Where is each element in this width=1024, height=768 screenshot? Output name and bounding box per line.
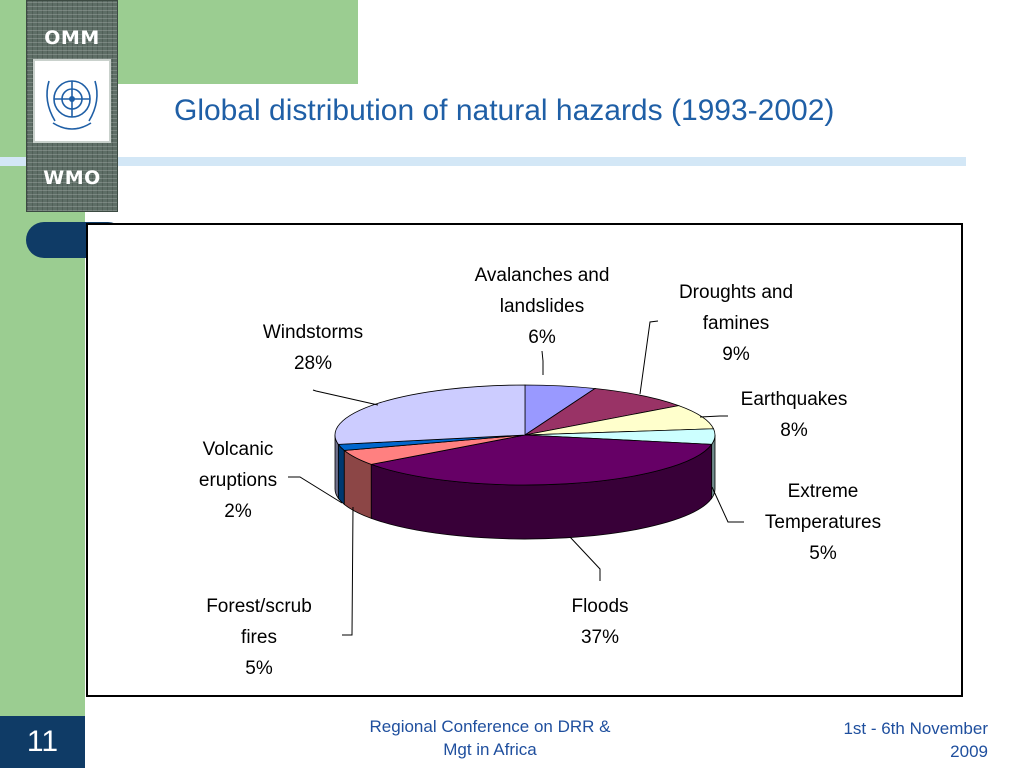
data-label-value: 6% [528,327,556,348]
slide-number: 11 [0,716,85,768]
logo-wmo-text: WMO [43,167,101,189]
data-label-text: fires [241,627,277,648]
data-label-forest-scrub-fires: Forest/scrub fires 5% [206,596,312,679]
leader-line-droughts-and-famines [639,320,659,395]
footer-conference-line1: Regional Conference on DRR & [369,717,611,736]
logo-omm-text: OMM [44,27,100,49]
footer-date-line2: 2009 [950,742,988,761]
slide-title: Global distribution of natural hazards (… [174,94,835,127]
data-label-floods: Floods 37% [571,596,628,648]
data-label-value: 5% [809,543,837,564]
data-label-droughts-and-famines: Droughts and famines 9% [679,282,793,365]
data-label-value: 9% [722,344,750,365]
leader-line-volcanic-eruptions [288,476,343,504]
data-label-text: Volcanic [203,439,274,460]
data-label-text: landslides [500,296,585,317]
pie-side-windstorms [334,434,339,500]
un-emblem-icon [33,59,111,143]
data-label-value: 37% [581,627,619,648]
pie-slice-floods [369,434,713,486]
leader-line-forest-scrub-fires [342,506,354,636]
pie-chart: Avalanches and landslides 6% Droughts and fa… [86,223,963,697]
leader-line-windstorms [312,389,379,406]
leader-line-avalanches-and-landslides [541,350,544,375]
data-label-value: 8% [780,420,808,441]
data-label-text: eruptions [199,470,277,491]
leader-line-earthquakes [699,415,728,418]
title-divider [0,157,966,166]
data-label-text: Droughts and [679,282,793,303]
data-label-volcanic-eruptions: Volcanic eruptions 2% [199,439,277,522]
data-label-extreme-temperatures: Extreme Temperatures 5% [765,481,881,564]
pie-side-volcanic-eruptions [337,443,345,506]
data-label-text: Avalanches and [475,265,610,286]
pie-chart-svg: Avalanches and landslides 6% Droughts and fa… [199,265,881,679]
footer-date: 1st - 6th November 2009 [760,717,988,763]
data-label-text: famines [703,313,770,334]
leader-line-extreme-temperatures [711,486,744,523]
data-label-text: Earthquakes [741,389,848,410]
pie-slice-droughts-and-famines [524,388,681,436]
data-label-text: Floods [571,596,628,617]
data-label-value: 2% [224,501,252,522]
data-label-value: 28% [294,353,332,374]
leader-line-floods [569,536,601,581]
footer-conference: Regional Conference on DRR & Mgt in Afri… [330,715,650,761]
data-label-value: 5% [245,658,273,679]
data-label-avalanches-and-landslides: Avalanches and landslides 6% [475,265,610,348]
header-band [85,0,358,84]
data-label-text: Temperatures [765,512,881,533]
footer-conference-line2: Mgt in Africa [443,740,537,759]
data-label-text: Extreme [788,481,859,502]
pie-slice-windstorms [334,384,526,445]
data-label-earthquakes: Earthquakes 8% [741,389,848,441]
footer-date-line1: 1st - 6th November [843,719,988,738]
data-label-text: Windstorms [263,322,363,343]
data-label-text: Forest/scrub [206,596,312,617]
data-label-windstorms: Windstorms 28% [263,322,363,374]
